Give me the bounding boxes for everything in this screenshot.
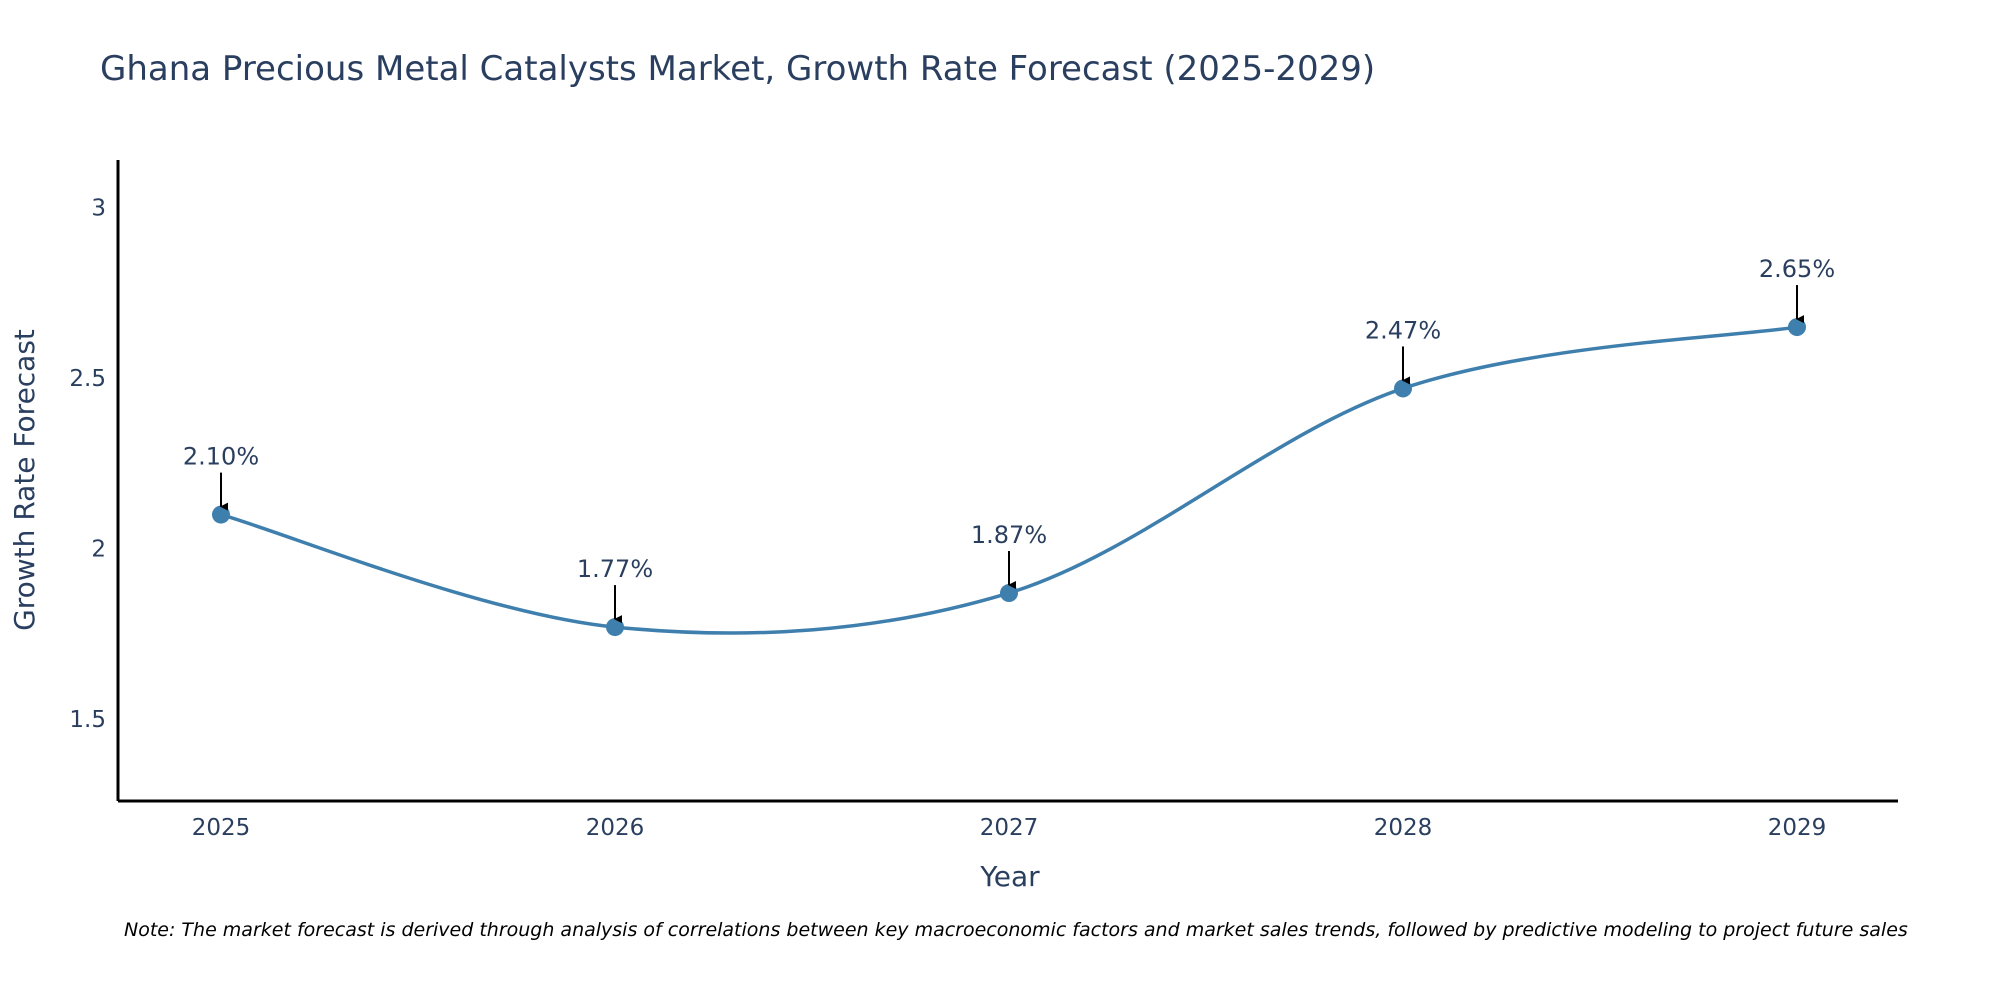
data-point bbox=[212, 505, 230, 524]
x-tick-label: 2029 bbox=[1768, 815, 1827, 841]
data-point bbox=[1394, 379, 1412, 398]
data-point bbox=[1000, 584, 1018, 603]
chart-title: Ghana Precious Metal Catalysts Market, G… bbox=[100, 49, 1375, 89]
x-tick-label: 2025 bbox=[192, 815, 251, 841]
plot-area: 1.5 2 2.5 3 2025 2026 2027 2028 2029 2.10% 1.77% 1.… bbox=[69, 160, 1898, 841]
x-tick-label: 2026 bbox=[586, 815, 645, 841]
y-tick-label: 3 bbox=[91, 196, 106, 222]
data-label: 2.10% bbox=[183, 443, 259, 471]
y-tick-label: 1.5 bbox=[69, 707, 106, 733]
data-label: 1.77% bbox=[577, 555, 653, 583]
data-label: 2.47% bbox=[1365, 316, 1441, 344]
data-point bbox=[606, 618, 624, 637]
footnote: Note: The market forecast is derived thr… bbox=[124, 919, 1908, 941]
x-tick-label: 2028 bbox=[1374, 815, 1433, 841]
data-label: 1.87% bbox=[971, 521, 1047, 549]
x-axis-title: Year bbox=[979, 860, 1040, 893]
data-point bbox=[1788, 318, 1806, 337]
data-label: 2.65% bbox=[1759, 255, 1835, 283]
y-axis-title: Growth Rate Forecast bbox=[8, 329, 41, 631]
x-tick-label: 2027 bbox=[980, 815, 1039, 841]
y-tick-label: 2.5 bbox=[69, 366, 106, 392]
y-tick-label: 2 bbox=[91, 537, 106, 563]
